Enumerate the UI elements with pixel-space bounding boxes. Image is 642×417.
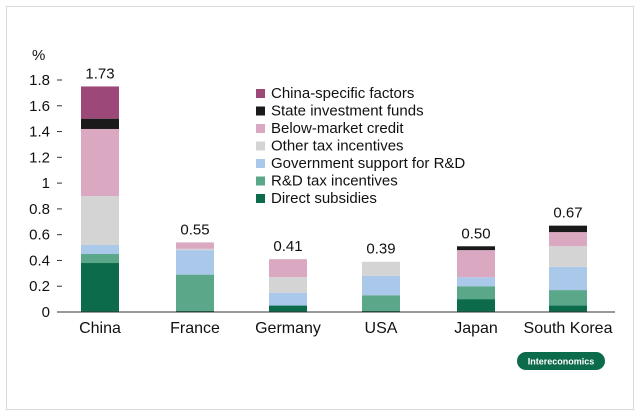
bar-segment <box>457 277 495 287</box>
bar-segment <box>549 266 587 291</box>
total-value-label: 0.55 <box>180 221 209 238</box>
legend-label: Below-market credit <box>271 120 404 137</box>
bar-segment <box>362 295 400 311</box>
y-tick-label: 1 <box>42 175 50 192</box>
y-tick-label: 1.8 <box>29 72 50 89</box>
legend-swatch <box>256 159 265 168</box>
total-value-label: 1.73 <box>85 65 114 82</box>
bar-segment <box>549 225 587 233</box>
bar-segment <box>269 259 307 278</box>
total-value-label: 0.39 <box>366 241 395 258</box>
legend-label: Government support for R&D <box>271 155 465 172</box>
legend-label: Other tax incentives <box>271 138 404 155</box>
bar-segment <box>457 246 495 251</box>
bar-segment <box>549 246 587 267</box>
bar-segment <box>549 290 587 306</box>
legend-swatch <box>256 106 265 116</box>
bar-segment <box>457 286 495 300</box>
bars <box>81 86 587 312</box>
category-label: South Korea <box>524 320 613 337</box>
legend-label: State investment funds <box>271 103 424 120</box>
bar-segment <box>176 248 214 251</box>
bar-segment <box>457 250 495 278</box>
bar-segment <box>362 310 400 312</box>
legend-swatch <box>256 194 265 203</box>
bar-segment <box>81 244 119 254</box>
y-tick-label: 1.4 <box>29 124 50 141</box>
total-value-label: 0.50 <box>461 225 490 242</box>
total-value-label: 0.41 <box>273 238 302 255</box>
bar-segment <box>81 254 119 264</box>
y-axis: 0 0.2 0.4 0.6 0.8 1 1.2 1.4 1.6 1.8 <box>29 72 62 321</box>
y-tick-label: 0.4 <box>29 252 50 269</box>
bar-segment <box>81 118 119 129</box>
legend-swatch <box>256 141 265 151</box>
bar-segment <box>81 128 119 196</box>
bar-segment <box>269 305 307 312</box>
badge-pill <box>517 352 605 370</box>
total-labels: 1.73 0.55 0.41 0.39 0.50 0.67 <box>85 65 582 257</box>
bar-segment <box>176 242 214 249</box>
badge-label: Intereconomics <box>528 357 595 367</box>
bar-segment <box>81 86 119 119</box>
bar-segment <box>549 232 587 247</box>
y-tick-label: 0 <box>42 304 50 321</box>
legend-label: China-specific factors <box>271 85 414 102</box>
bar-segment <box>549 305 587 312</box>
bar-segment <box>362 261 400 276</box>
x-axis: China France Germany USA Japan South Korea <box>57 311 615 337</box>
bar-segment <box>81 196 119 245</box>
bar-segment <box>269 277 307 293</box>
bar-segment <box>269 292 307 306</box>
bar-segment <box>176 310 214 312</box>
y-tick-label: 0.8 <box>29 201 50 218</box>
legend-swatch <box>256 176 265 186</box>
category-label: Germany <box>255 320 321 337</box>
y-unit-label: % <box>32 47 45 64</box>
total-value-label: 0.67 <box>553 205 582 222</box>
y-tick-label: 0.2 <box>29 278 50 295</box>
y-tick-label: 1.2 <box>29 149 50 166</box>
category-label: Japan <box>454 320 498 337</box>
legend-label: Direct subsidies <box>271 190 377 207</box>
category-label: China <box>79 320 121 337</box>
bar-segment <box>362 275 400 296</box>
bar-segment <box>176 274 214 311</box>
y-tick-label: 1.6 <box>29 98 50 115</box>
bar-segment <box>176 250 214 275</box>
category-label: USA <box>365 320 398 337</box>
legend-swatch <box>256 89 265 98</box>
legend-label: R&D tax incentives <box>271 173 398 190</box>
publisher-badge: Intereconomics <box>517 352 605 370</box>
y-tick-label: 0.6 <box>29 227 50 244</box>
bar-segment <box>457 299 495 312</box>
bar-segment <box>81 263 119 312</box>
category-label: France <box>170 320 220 337</box>
legend-swatch <box>256 124 265 133</box>
